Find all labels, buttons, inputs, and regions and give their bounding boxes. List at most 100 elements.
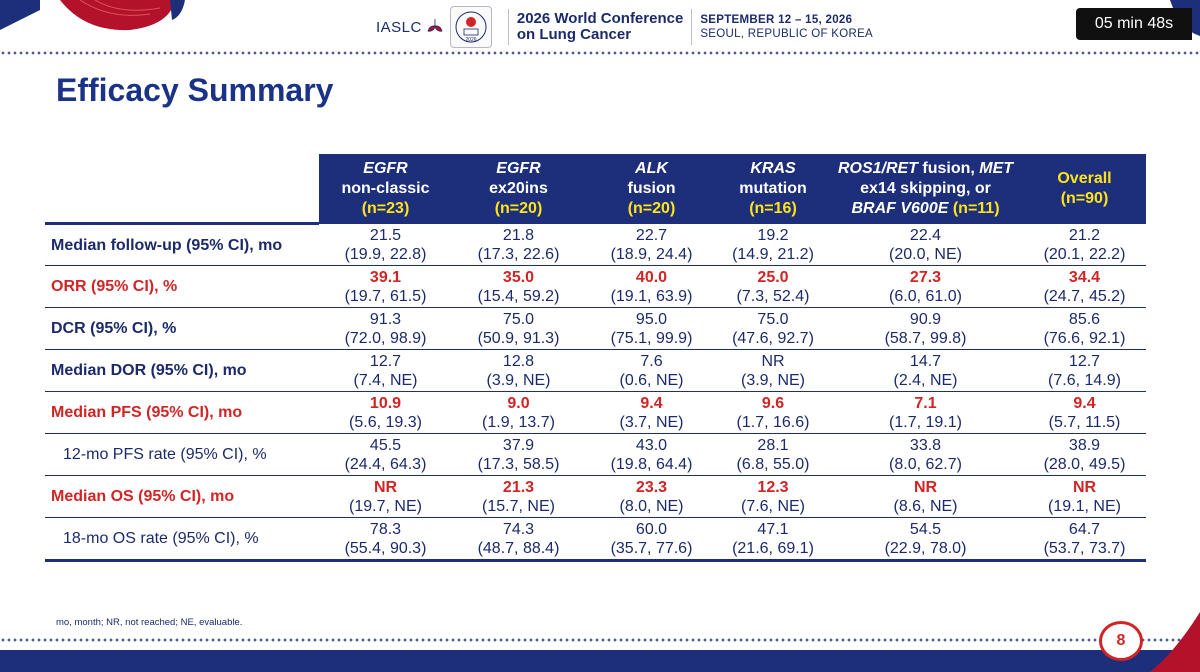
table-cell: 40.0 (19.1, 63.9) bbox=[585, 265, 718, 308]
cell-ci: (76.6, 92.1) bbox=[1043, 329, 1126, 347]
presentation-timer: 05 min 48s bbox=[1076, 8, 1192, 40]
cell-value: 37.9 bbox=[502, 436, 535, 454]
cell-ci: (3.7, NE) bbox=[619, 413, 684, 431]
cell-value: 33.8 bbox=[909, 436, 942, 454]
cell-ci: (24.7, 45.2) bbox=[1043, 287, 1126, 305]
page-number-badge: 8 bbox=[1099, 621, 1143, 661]
table-cell: 54.5 (22.9, 78.0) bbox=[828, 517, 1023, 562]
table-cell: NR (19.7, NE) bbox=[319, 475, 452, 518]
cell-ci: (47.6, 92.7) bbox=[732, 329, 814, 347]
lung-logo-icon bbox=[426, 17, 444, 38]
cell-ci: (15.7, NE) bbox=[482, 497, 555, 515]
cell-value: 39.1 bbox=[369, 268, 402, 286]
cell-value: 60.0 bbox=[635, 520, 668, 538]
column-header-ros1-ret-met-braf: ROS1/RET fusion, MET ex14 skipping, or B… bbox=[828, 154, 1023, 224]
table-row: Median follow-up (95% CI), mo 21.5 (19.9, … bbox=[45, 223, 1146, 266]
table-cell: 85.6 (76.6, 92.1) bbox=[1023, 307, 1146, 350]
cell-value: 21.2 bbox=[1068, 226, 1101, 244]
dotted-divider-bottom bbox=[0, 638, 1200, 642]
table-cell: 95.0 (75.1, 99.9) bbox=[585, 307, 718, 350]
conference-header: IASLC 2026 2026 World Conference on Lung… bbox=[0, 0, 1200, 60]
cell-value: 40.0 bbox=[635, 268, 668, 286]
cell-value: NR bbox=[761, 352, 785, 370]
cell-ci: (53.7, 73.7) bbox=[1043, 539, 1126, 557]
table-cell: 35.0 (15.4, 59.2) bbox=[452, 265, 585, 308]
conference-seal-icon: 2026 bbox=[449, 6, 492, 48]
table-cell: 7.1 (1.7, 19.1) bbox=[828, 391, 1023, 434]
column-header-kras-mutation: KRAS mutation (n=16) bbox=[718, 154, 828, 224]
table-cell: 12.3 (7.6, NE) bbox=[718, 475, 828, 518]
header-blank-cell bbox=[45, 154, 319, 225]
efficacy-table: EGFR non-classic (n=23) EGFR ex20ins (n=… bbox=[45, 154, 1146, 562]
cell-value: 75.0 bbox=[502, 310, 535, 328]
cell-ci: (19.8, 64.4) bbox=[610, 455, 693, 473]
table-cell: 47.1 (21.6, 69.1) bbox=[718, 517, 828, 562]
cell-ci: (28.0, 49.5) bbox=[1043, 455, 1126, 473]
cell-value: 7.6 bbox=[640, 352, 663, 370]
table-row: ORR (95% CI), % 39.1 (19.7, 61.5) 35.0 (15.4… bbox=[45, 265, 1146, 308]
cell-value: 95.0 bbox=[635, 310, 668, 328]
table-cell: 23.3 (8.0, NE) bbox=[585, 475, 718, 518]
cell-value: 90.9 bbox=[909, 310, 942, 328]
row-label: Median OS (95% CI), mo bbox=[45, 475, 319, 518]
cell-value: 27.3 bbox=[909, 268, 942, 286]
cell-ci: (50.9, 91.3) bbox=[477, 329, 560, 347]
slide-title: Efficacy Summary bbox=[56, 72, 334, 108]
cell-ci: (72.0, 98.9) bbox=[344, 329, 427, 347]
cell-ci: (6.8, 55.0) bbox=[736, 455, 810, 473]
conference-name-line-2: on Lung Cancer bbox=[516, 26, 632, 43]
conference-name-line-1: 2026 World Conference bbox=[516, 10, 684, 27]
cell-ci: (3.9, NE) bbox=[740, 371, 805, 389]
table-cell: 7.6 (0.6, NE) bbox=[585, 349, 718, 392]
cell-ci: (3.9, NE) bbox=[486, 371, 551, 389]
cell-ci: (19.9, 22.8) bbox=[344, 245, 427, 263]
logo-divider bbox=[691, 9, 693, 45]
table-cell: 9.4 (5.7, 11.5) bbox=[1023, 391, 1146, 434]
table-cell: 21.2 (20.1, 22.2) bbox=[1023, 223, 1146, 266]
cell-ci: (17.3, 22.6) bbox=[477, 245, 560, 263]
cell-ci: (48.7, 88.4) bbox=[477, 539, 560, 557]
conference-logo: IASLC 2026 2026 World Conference on Lung… bbox=[376, 6, 873, 48]
cell-value: 9.4 bbox=[640, 394, 663, 412]
cell-value: 12.3 bbox=[757, 478, 789, 496]
cell-ci: (7.3, 52.4) bbox=[736, 287, 810, 305]
cell-value: 35.0 bbox=[502, 268, 535, 286]
cell-ci: (5.6, 19.3) bbox=[349, 413, 422, 431]
cell-ci: (7.4, NE) bbox=[353, 371, 418, 389]
row-label: 12-mo PFS rate (95% CI), % bbox=[45, 433, 319, 476]
row-label: DCR (95% CI), % bbox=[45, 307, 319, 350]
table-cell: 21.8 (17.3, 22.6) bbox=[452, 223, 585, 266]
cell-value: 21.5 bbox=[369, 226, 402, 244]
cell-ci: (24.4, 64.3) bbox=[344, 455, 427, 473]
row-label: Median PFS (95% CI), mo bbox=[45, 391, 319, 434]
cell-value: 75.0 bbox=[757, 310, 789, 328]
cell-value: 21.8 bbox=[502, 226, 535, 244]
cell-value: 9.4 bbox=[1073, 394, 1096, 412]
cell-value: 19.2 bbox=[757, 226, 789, 244]
table-cell: 10.9 (5.6, 19.3) bbox=[319, 391, 452, 434]
cell-ci: (7.6, 14.9) bbox=[1048, 371, 1121, 389]
table-row: 12-mo PFS rate (95% CI), % 45.5 (24.4, 64.… bbox=[45, 433, 1146, 476]
cell-value: NR bbox=[373, 478, 398, 496]
table-cell: 38.9 (28.0, 49.5) bbox=[1023, 433, 1146, 476]
cell-value: 78.3 bbox=[369, 520, 402, 538]
cell-ci: (6.0, 61.0) bbox=[889, 287, 962, 305]
cell-value: 9.0 bbox=[507, 394, 530, 412]
cell-ci: (19.1, NE) bbox=[1048, 497, 1121, 515]
cell-value: 54.5 bbox=[909, 520, 942, 538]
decorative-corner-bottom-right bbox=[1130, 612, 1200, 672]
cell-value: 7.1 bbox=[914, 394, 937, 412]
table-cell: 75.0 (47.6, 92.7) bbox=[718, 307, 828, 350]
table-cell: 78.3 (55.4, 90.3) bbox=[319, 517, 452, 562]
cell-ci: (5.7, 11.5) bbox=[1048, 413, 1121, 431]
iaslc-wordmark: IASLC bbox=[376, 18, 422, 36]
footnote: mo, month; NR, not reached; NE, evaluabl… bbox=[56, 617, 243, 628]
table-cell: 21.5 (19.9, 22.8) bbox=[319, 223, 452, 266]
cell-ci: (35.7, 77.6) bbox=[610, 539, 693, 557]
column-header-egfr-nonclassic: EGFR non-classic (n=23) bbox=[319, 154, 452, 224]
table-cell: 12.7 (7.6, 14.9) bbox=[1023, 349, 1146, 392]
cell-value: 64.7 bbox=[1068, 520, 1101, 538]
table-cell: 43.0 (19.8, 64.4) bbox=[585, 433, 718, 476]
table-row: Median OS (95% CI), mo NR (19.7, NE) 21.3 (1… bbox=[45, 475, 1146, 518]
row-label: Median follow-up (95% CI), mo bbox=[45, 223, 319, 266]
